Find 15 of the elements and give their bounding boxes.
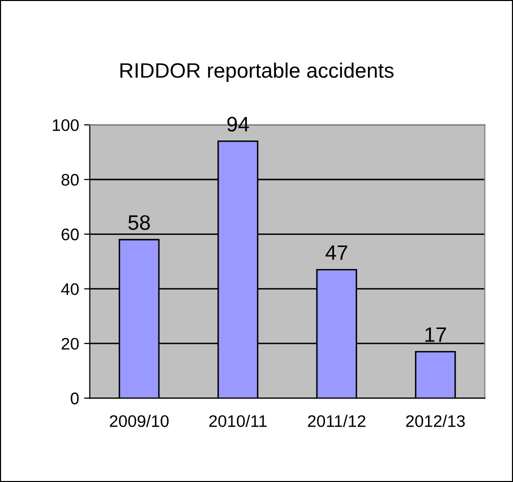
x-tick-label: 2012/13 <box>406 414 465 428</box>
x-tick-label: 2010/11 <box>209 414 267 428</box>
data-label: 94 <box>227 116 249 132</box>
data-label: 47 <box>326 245 348 260</box>
x-tick-label: 2009/10 <box>110 414 169 428</box>
y-tick-label: 40 <box>61 283 79 296</box>
y-tick-label: 0 <box>70 392 79 404</box>
y-tick-label: 20 <box>62 338 79 350</box>
y-tick-label: 60 <box>62 228 79 240</box>
y-tick-label: 100 <box>52 119 79 132</box>
data-label: 58 <box>128 215 150 230</box>
x-tick-label: 2011/12 <box>308 414 366 428</box>
chart-title: RIDDOR reportable accidents <box>120 62 394 82</box>
y-tick-label: 80 <box>62 174 79 186</box>
data-label: 17 <box>425 327 446 342</box>
